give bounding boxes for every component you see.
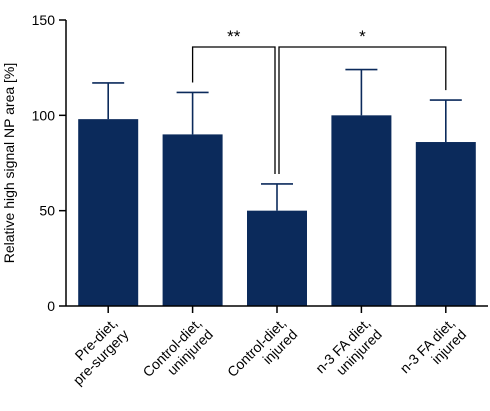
bar	[247, 210, 307, 306]
significance-bracket	[191, 46, 276, 174]
x-axis: Pre-diet,pre-surgery Control-diet,uninjur…	[58, 305, 488, 392]
significance-label: *	[359, 27, 366, 46]
bar	[331, 115, 392, 306]
bar	[162, 134, 223, 306]
x-tick-label: Pre-diet,pre-surgery	[58, 315, 131, 388]
y-tick-label: 100	[32, 107, 56, 123]
x-tick-label: Control-diet,uninjured	[139, 315, 216, 392]
y-axis: 0 50 100 150	[32, 12, 67, 314]
x-tick-label: n-3 FA diet,uninjured	[312, 315, 385, 388]
y-tick-label: 50	[39, 203, 55, 219]
x-tick-label: Control-diet,injured	[224, 315, 301, 392]
y-tick-label: 0	[47, 298, 55, 314]
bar	[415, 142, 476, 306]
bar	[78, 119, 139, 306]
x-tick-label: n-3 FA diet,injured	[397, 315, 470, 388]
significance-bracket	[278, 46, 447, 174]
significance-label: **	[227, 27, 241, 46]
y-tick-label: 150	[32, 12, 56, 28]
error-bars	[92, 68, 462, 211]
bars	[78, 115, 476, 306]
y-axis-label: Relative high signal NP area [%]	[1, 63, 17, 264]
significance-brackets: ** *	[191, 27, 447, 174]
